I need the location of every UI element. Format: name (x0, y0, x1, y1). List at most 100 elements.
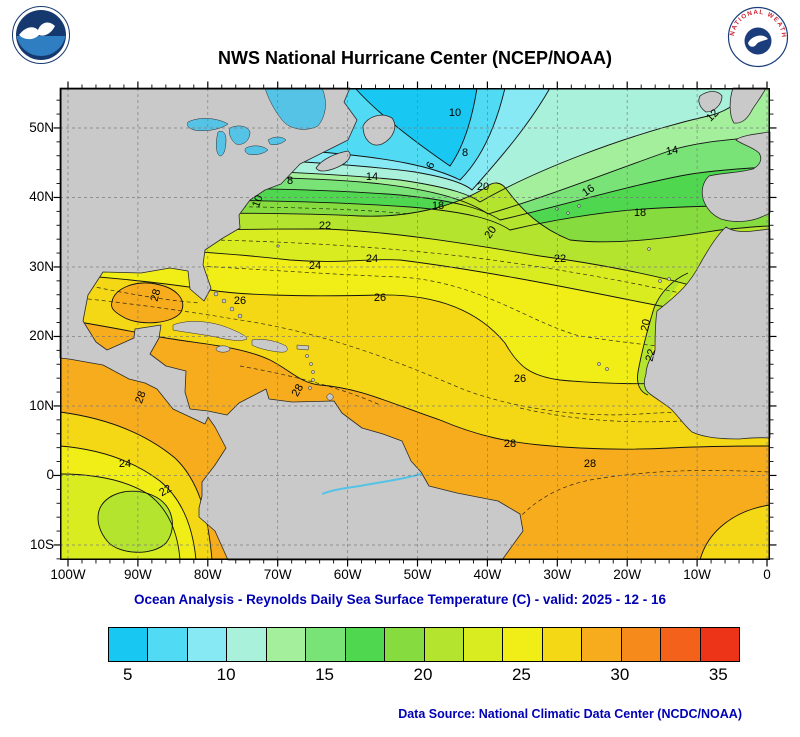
noaa-logo (12, 6, 70, 64)
lake-erie (244, 145, 269, 156)
colorbar-cell (503, 628, 543, 661)
contour-label: 14 (366, 171, 378, 183)
contour-label: 26 (514, 373, 526, 385)
colorbar-tick-label: 30 (610, 665, 630, 684)
amazon-river (321, 473, 422, 495)
colorbar-tick-label: 25 (511, 665, 531, 684)
colorbar-cell (306, 628, 346, 661)
land-americas (59, 87, 524, 561)
inland-water (187, 87, 422, 495)
axis-ticks (53, 81, 777, 567)
land-newfoundland (362, 114, 396, 146)
colorbar-cell (109, 628, 149, 661)
island-antilles (311, 378, 315, 382)
island-bahamas (213, 291, 219, 297)
colorbar-tick-label: 5 (122, 665, 133, 684)
island-antilles (309, 362, 313, 366)
lon-tick-label: 20W (613, 567, 642, 582)
lon-tick-label: 60W (333, 567, 362, 582)
contour-label: 8 (462, 147, 468, 159)
contour-label: 8 (287, 175, 293, 187)
contour-label: 28 (133, 390, 148, 406)
colorbar-cell (542, 628, 583, 661)
colorbar-tick-label: 15 (315, 665, 335, 684)
island-cape-verde (605, 367, 609, 371)
lat-tick-label: 10S (29, 536, 54, 552)
contour-label: 22 (319, 220, 331, 232)
colorbar-cell (700, 628, 739, 661)
lat-tick-label: 0 (46, 467, 54, 483)
contour-label: 20 (482, 224, 499, 241)
isotherm-lines (59, 87, 771, 561)
contour-label: 24 (366, 253, 378, 265)
colorbar-cell (424, 628, 464, 661)
map-frame (60, 88, 770, 560)
colorbar-cell (621, 628, 662, 661)
island-antilles (305, 354, 309, 358)
contour-label: 18 (432, 200, 444, 212)
contour-label: 28 (584, 458, 596, 470)
lat-tick-label: 20N (29, 328, 54, 344)
lon-tick-label: 40W (473, 567, 502, 582)
noaa-logo-sea (16, 36, 66, 57)
contour-label: 22 (644, 348, 659, 363)
temperature-colorbar (108, 627, 740, 662)
contour-label: 20 (477, 181, 489, 193)
hudson-bay (264, 87, 326, 130)
data-source-note: Data Source: National Climatic Data Cent… (398, 707, 742, 721)
colorbar-cell (582, 628, 622, 661)
contour-label: 10 (449, 107, 461, 119)
island-cuba (172, 321, 248, 341)
contour-label: 10 (250, 194, 265, 210)
contour-label: 18 (634, 207, 646, 219)
lake-huron (229, 125, 251, 145)
colorbar-tick-label: 10 (216, 665, 236, 684)
island-antilles (311, 370, 315, 374)
contour-label: 24 (119, 458, 131, 470)
lake-ontario (267, 136, 287, 146)
island-cape-verde (597, 362, 601, 366)
page-title: NWS National Hurricane Center (NCEP/NOAA… (217, 48, 613, 68)
map-caption: Ocean Analysis - Reynolds Daily Sea Surf… (134, 592, 666, 607)
land-iberia-france (701, 131, 771, 222)
islands (172, 204, 671, 401)
island-azores (566, 211, 570, 215)
contour-label: 6 (424, 160, 437, 171)
contour-label: 22 (554, 253, 566, 265)
island-bahamas (221, 298, 227, 304)
island-jamaica (215, 345, 231, 353)
land-masses (59, 87, 771, 561)
lon-tick-label: 80W (193, 567, 222, 582)
lat-tick-label: 50N (29, 119, 54, 135)
contour-label: 26 (234, 295, 246, 307)
colorbar-cell (187, 628, 228, 661)
noaa-logo-gull-icon (19, 22, 55, 40)
land-ireland (698, 91, 723, 113)
lat-tick-label: 10N (29, 397, 54, 413)
lon-tick-label: 30W (543, 567, 572, 582)
lat-tick-label: 30N (29, 258, 54, 274)
colorbar-cell (463, 628, 504, 661)
lake-michigan (216, 131, 227, 157)
island-bahamas (237, 313, 243, 319)
contour-label: 16 (580, 182, 597, 199)
lon-tick-label: 50W (403, 567, 432, 582)
grid-lines (60, 88, 770, 560)
lon-tick-label: 0 (763, 567, 771, 582)
island-puerto-rico (296, 344, 310, 351)
colorbar-cell (266, 628, 307, 661)
land-nova-scotia (315, 150, 351, 172)
lat-tick-label: 40N (29, 189, 54, 205)
lon-tick-label: 70W (263, 567, 292, 582)
contour-label: 22 (157, 483, 174, 500)
colorbar-tick-label: 20 (413, 665, 433, 684)
lon-tick-label: 100W (50, 567, 86, 582)
island-canaries (658, 279, 662, 283)
lon-tick-label: 10W (683, 567, 711, 582)
contour-label: 24 (309, 260, 321, 272)
island-canaries (667, 277, 671, 281)
island-antilles (308, 386, 312, 390)
